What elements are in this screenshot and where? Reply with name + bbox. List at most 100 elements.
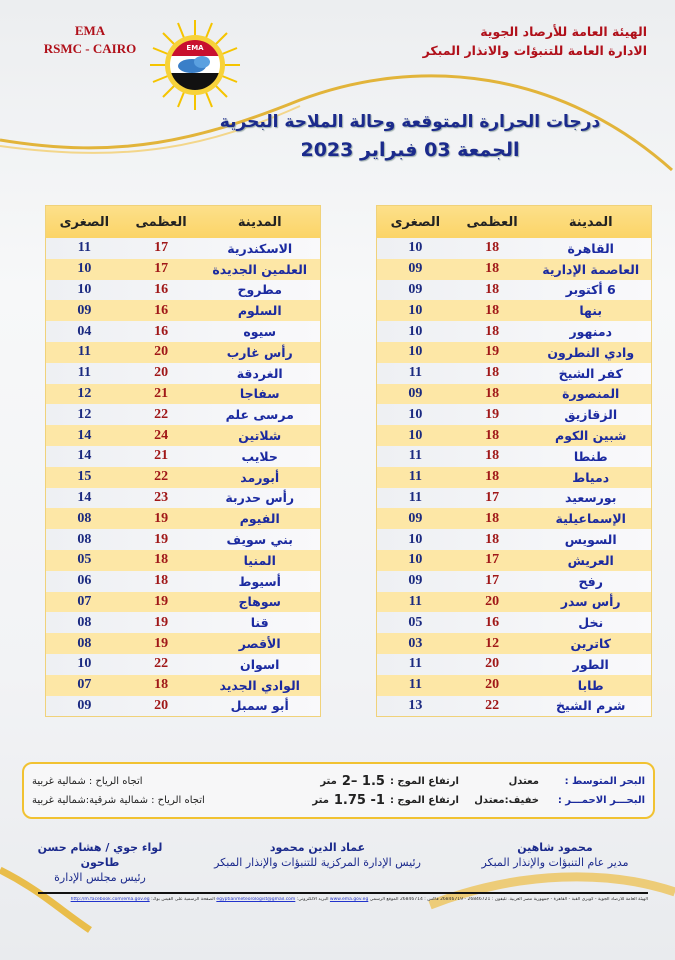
city-name: القاهرة [567,240,614,256]
city-name: سفاجا [239,386,280,402]
table-row: دمياط 18 11 [377,466,651,488]
city-name: طابا [577,677,604,693]
city-name: الزقازيق [564,407,618,423]
city-name: دمياط [572,469,610,485]
table-row: السويس 18 10 [377,529,651,550]
max-temp: 19 [154,531,169,547]
max-temp: 16 [154,323,169,339]
table-row: اسوان 22 10 [46,653,320,675]
min-temp: 05 [77,552,92,568]
table-row: دمنهور 18 10 [377,321,651,342]
max-temp: 18 [485,323,500,339]
city-name: اسوان [240,656,280,672]
city-name: قنا [250,615,269,631]
signatures: محمود شاهين مدير عام التنبؤات والإنذار ا… [20,840,655,885]
min-temp: 10 [408,406,423,422]
max-temp: 20 [154,344,169,360]
max-temp: 20 [485,656,500,672]
sea-state: خفيف:معتدل [474,794,539,806]
signature-1: محمود شاهين مدير عام التنبؤات والإنذار ا… [455,840,655,885]
wave-height: 1.5 –2 [341,773,385,789]
org-line2: الادارة العامة للتنبؤات والانذار المبكر [422,43,647,58]
table-row: الطور 20 11 [377,653,651,675]
min-temp: 07 [77,677,92,693]
max-temp: 16 [154,281,169,297]
col-max: العظمى [466,214,518,230]
website-link[interactable]: www.ema.gov.eg [329,897,369,902]
table-row: المنصورة 18 09 [377,383,651,405]
city-name: طنطا [573,448,608,464]
min-temp: 06 [77,573,92,589]
max-temp: 17 [154,261,169,277]
min-temp: 09 [408,261,423,277]
max-temp: 19 [485,406,500,422]
max-temp: 22 [154,406,169,422]
max-temp: 22 [154,656,169,672]
signature-name: عماد الدين محمود [269,841,366,854]
max-temp: 18 [485,385,500,401]
marine-conditions-box: البحر المتوسط : معتدل ارتفاع الموج : 1.5… [22,762,655,819]
email-link[interactable]: egyptianmeteorologist@gmail.com [216,897,296,902]
table-row: شرم الشيخ 22 13 [377,695,651,717]
max-temp: 17 [154,240,169,256]
min-temp: 11 [408,489,422,505]
city-name: كاترين [570,636,611,652]
max-temp: 18 [154,552,169,568]
signature-title: رئيس مجلس الإدارة [54,871,146,884]
city-name: الغردقة [236,365,283,381]
min-temp: 05 [408,614,423,630]
sea-state: معتدل [508,775,539,787]
ema-line1: EMA [74,23,106,38]
city-name: أسيوط [238,573,281,589]
table-row: طابا 20 11 [377,674,651,696]
city-name: شلاتين [238,428,282,444]
city-name: العلمين الجديدة [212,261,308,277]
table-header: المدينة العظمى الصغرى [46,206,320,238]
ema-logo-icon: EMA [150,20,240,110]
signature-title: مدير عام التنبؤات والإنذار المبكر [481,856,629,869]
min-temp: 11 [408,365,422,381]
city-name: أبورمد [240,469,280,485]
city-name: السويس [564,532,617,548]
min-temp: 10 [77,261,92,277]
facebook-link[interactable]: http://m.facebook.com/ema.gov.eg [70,897,150,902]
city-name: حلايب [241,448,278,464]
max-temp: 18 [485,427,500,443]
max-temp: 24 [154,427,169,443]
max-temp: 18 [154,677,169,693]
sea-row-mediterranean: البحر المتوسط : معتدل ارتفاع الموج : 1.5… [32,774,645,789]
min-temp: 13 [408,697,423,713]
table-row: كفر الشيخ 18 11 [377,362,651,384]
city-name: العاصمة الإدارية [542,261,640,277]
title-text: درجات الحرارة المتوقعة وحالة الملاحة الب… [219,112,601,132]
logo-text: EMA [186,44,204,52]
table-row: رأس حدربة 23 14 [46,487,320,509]
table-row: مرسى علم 22 12 [46,404,320,426]
max-temp: 18 [485,365,500,381]
city-name: السلوم [237,303,282,319]
max-temp: 18 [154,573,169,589]
min-temp: 10 [408,552,423,568]
table-row: بورسعيد 17 11 [377,487,651,509]
max-temp: 20 [485,593,500,609]
min-temp: 14 [77,427,92,443]
min-temp: 10 [77,281,92,297]
city-name: وادي النطرون [547,344,635,360]
min-temp: 14 [77,489,92,505]
table-row: الوادي الجديد 18 07 [46,674,320,696]
wave-label: ارتفاع الموج : [389,775,459,787]
min-temp: 09 [408,385,423,401]
table-row: أبورمد 22 15 [46,466,320,488]
table-row: سيوه 16 04 [46,321,320,342]
city-name: أبو سمبل [230,698,289,714]
forecast-date: الجمعة 03 فبراير 2023 [300,139,520,161]
min-temp: 10 [408,427,423,443]
min-temp: 11 [408,469,422,485]
city-name: شبين الكوم [555,428,627,444]
table-row: حلايب 21 14 [46,445,320,467]
table-row: شبين الكوم 18 10 [377,425,651,446]
min-temp: 09 [408,510,423,526]
table-row: الزقازيق 19 10 [377,404,651,426]
table-header: المدينة العظمى الصغرى [377,206,651,238]
min-temp: 14 [77,448,92,464]
